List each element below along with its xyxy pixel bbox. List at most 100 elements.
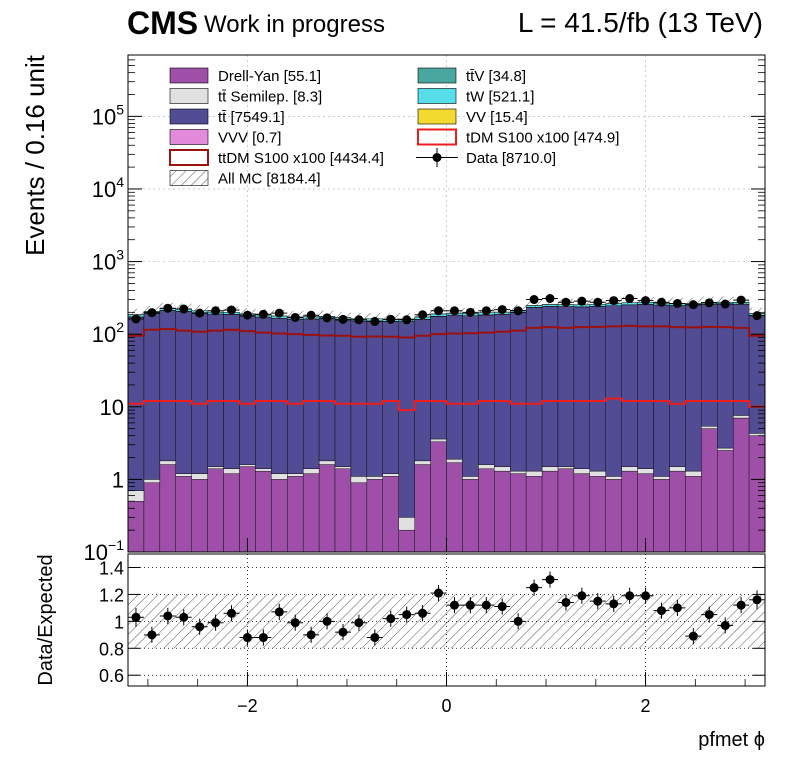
legend-swatch-1 xyxy=(417,67,457,84)
bar-1-24 xyxy=(510,470,527,474)
ratio-band-bin-38 xyxy=(733,594,750,649)
data-point-33 xyxy=(656,297,666,307)
ratio-y-tick-label-0: 0.6 xyxy=(99,666,124,686)
data-point-31 xyxy=(625,294,635,304)
legend-label-5: VV [15.4] xyxy=(466,109,528,126)
ratio-plot: 0.6 0.8 1 1.2 1.4 −2 0 2 Data/Expected pfmet ϕ xyxy=(35,553,766,751)
data-point-8 xyxy=(258,309,268,319)
data-point-7 xyxy=(242,310,252,320)
bar-1-29 xyxy=(589,470,606,477)
data-point-0 xyxy=(131,314,141,324)
bar-0-21 xyxy=(462,479,479,552)
bar-0-25 xyxy=(525,476,543,552)
data-point-2 xyxy=(163,303,173,313)
bar-1-11 xyxy=(302,468,320,474)
legend-swatch-10 xyxy=(169,170,209,186)
ratio-point-31 xyxy=(625,591,635,601)
bar-2-8 xyxy=(255,316,272,469)
ratio-point-30 xyxy=(609,599,619,609)
bar-1-34 xyxy=(669,466,686,472)
ratio-point-20 xyxy=(449,600,459,610)
data-point-5 xyxy=(211,306,221,316)
bar-0-35 xyxy=(685,476,702,552)
ratio-band-bin-7 xyxy=(239,594,256,649)
bar-2-11 xyxy=(302,318,320,469)
data-point-22 xyxy=(481,306,491,316)
ratio-point-17 xyxy=(402,610,412,620)
legend-swatch-3 xyxy=(417,88,457,104)
bar-0-9 xyxy=(271,479,288,552)
ratio-point-8 xyxy=(258,633,268,643)
bar-0-1 xyxy=(143,482,161,552)
bar-2-21 xyxy=(462,315,479,477)
ratio-point-11 xyxy=(306,630,316,640)
main-y-tick-label-3: 102 xyxy=(92,319,124,347)
ratio-band-bin-33 xyxy=(653,594,670,649)
bar-0-23 xyxy=(494,470,511,552)
ratio-y-ticks: 0.6 0.8 1 1.2 1.4 xyxy=(99,558,765,686)
bar-1-21 xyxy=(462,476,479,480)
data-point-9 xyxy=(274,308,284,318)
ratio-x-tick-label-2: 2 xyxy=(641,696,651,716)
bar-1-25 xyxy=(525,470,543,477)
bar-0-0 xyxy=(128,501,145,552)
ratio-point-34 xyxy=(672,603,682,613)
bar-0-15 xyxy=(366,479,384,552)
bar-1-7 xyxy=(239,464,256,467)
data-point-36 xyxy=(704,298,714,308)
bar-0-5 xyxy=(207,468,224,552)
data-point-14 xyxy=(354,315,364,325)
legend-swatch-0 xyxy=(169,67,209,84)
bar-1-32 xyxy=(637,468,654,474)
bar-0-17 xyxy=(398,529,415,552)
ratio-point-25 xyxy=(529,583,539,593)
bar-0-12 xyxy=(318,464,336,552)
ratio-point-7 xyxy=(242,633,252,643)
ratio-y-tick-label-1: 0.8 xyxy=(99,639,124,659)
bar-2-24 xyxy=(510,312,527,472)
mc-band-bin-25 xyxy=(526,299,543,313)
bar-2-28 xyxy=(573,306,591,469)
bar-2-1 xyxy=(143,313,161,480)
bar-2-12 xyxy=(318,318,336,462)
main-y-tick-label-1: 1 xyxy=(112,467,124,492)
bar-1-0 xyxy=(128,490,145,502)
ratio-point-13 xyxy=(338,627,348,637)
ratio-points xyxy=(128,571,765,646)
bar-2-6 xyxy=(223,314,240,469)
bar-2-2 xyxy=(159,310,176,462)
bar-2-23 xyxy=(494,314,511,467)
bar-2-14 xyxy=(350,320,368,477)
ratio-point-39 xyxy=(752,595,762,605)
bar-2-38 xyxy=(732,304,750,416)
data-point-39 xyxy=(752,311,762,321)
bar-2-18 xyxy=(414,319,431,462)
cms-label: CMS xyxy=(127,5,198,41)
main-y-tick-label-5: 104 xyxy=(92,174,124,202)
bar-0-13 xyxy=(334,468,352,552)
bar-2-33 xyxy=(653,304,670,477)
ratio-band-bin-15 xyxy=(366,594,383,649)
bar-1-2 xyxy=(159,460,176,465)
bar-1-3 xyxy=(175,473,192,477)
bar-2-35 xyxy=(685,305,702,472)
signal-line-0 xyxy=(128,397,765,412)
ratio-point-22 xyxy=(481,600,491,610)
main-y-axis-label: Events / 0.16 unit xyxy=(20,54,50,256)
ratio-point-2 xyxy=(163,611,173,621)
legend-swatch-8 xyxy=(169,149,209,166)
bar-2-10 xyxy=(287,318,304,474)
ratio-point-15 xyxy=(370,633,380,643)
bar-2-7 xyxy=(239,315,256,465)
ratio-band-bin-19 xyxy=(430,594,447,649)
ratio-point-37 xyxy=(720,620,730,630)
bar-2-37 xyxy=(717,304,734,449)
ratio-point-3 xyxy=(179,612,189,622)
bar-1-38 xyxy=(732,415,750,419)
bar-1-8 xyxy=(255,468,272,472)
bar-2-3 xyxy=(175,311,192,474)
bar-2-5 xyxy=(207,313,224,467)
signal-line-1 xyxy=(128,324,765,339)
ratio-point-23 xyxy=(497,602,507,612)
